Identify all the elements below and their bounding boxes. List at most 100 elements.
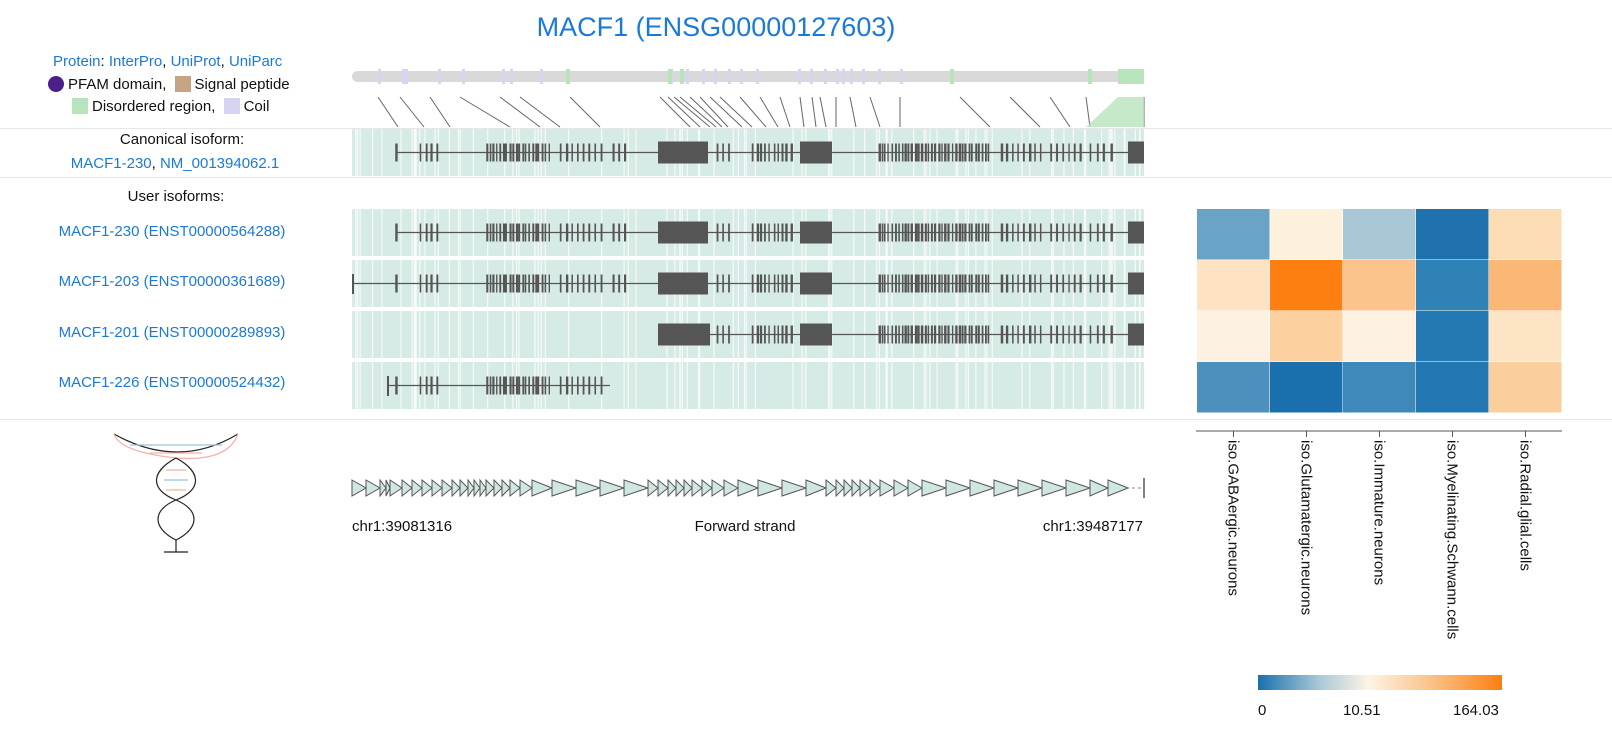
exon bbox=[881, 143, 884, 162]
expression-heatmap[interactable] bbox=[1197, 209, 1562, 413]
canonical-track[interactable] bbox=[352, 129, 1144, 176]
exon bbox=[1034, 143, 1036, 162]
strand-arrow-icon bbox=[531, 479, 554, 497]
exon bbox=[914, 274, 918, 293]
exon bbox=[565, 143, 569, 162]
exon bbox=[541, 143, 544, 162]
exon bbox=[910, 274, 913, 293]
exon bbox=[895, 223, 897, 242]
exon bbox=[768, 274, 770, 293]
exon bbox=[764, 274, 766, 293]
heatmap-column-label: iso.Myelinating.Schwann.cells bbox=[1443, 440, 1461, 640]
exon bbox=[728, 325, 730, 344]
exon bbox=[600, 143, 603, 162]
exon bbox=[716, 223, 719, 242]
exon bbox=[537, 143, 540, 162]
gene-title[interactable]: MACF1 (ENSG00000127603) bbox=[536, 12, 896, 42]
connector-line bbox=[719, 96, 753, 128]
exon bbox=[528, 274, 530, 293]
exon bbox=[751, 325, 754, 344]
exon bbox=[981, 274, 984, 293]
exon bbox=[515, 143, 519, 162]
exon bbox=[524, 223, 527, 242]
exon bbox=[958, 223, 962, 242]
track-stripe bbox=[601, 311, 603, 358]
track-stripe bbox=[886, 362, 888, 409]
strand-arrow-icon bbox=[869, 478, 881, 498]
exon bbox=[790, 325, 793, 344]
track-stripe bbox=[1124, 362, 1126, 409]
exon bbox=[924, 274, 927, 293]
exon bbox=[881, 325, 884, 344]
exon bbox=[658, 323, 710, 346]
strand-arrow-icon bbox=[683, 478, 693, 498]
exon bbox=[1022, 274, 1025, 293]
scale-label-max: 164.03 bbox=[1453, 702, 1499, 719]
track-stripe bbox=[732, 362, 734, 409]
exon bbox=[577, 376, 579, 395]
isoform-track-230[interactable] bbox=[352, 209, 1144, 256]
exon bbox=[917, 274, 920, 293]
exon bbox=[1039, 325, 1042, 344]
heatmap-cell bbox=[1197, 209, 1270, 260]
legend-pfam: PFAM domain, bbox=[68, 76, 167, 93]
track-stripe bbox=[984, 362, 986, 409]
track-stripe bbox=[356, 209, 359, 256]
strand-arrow-icon bbox=[825, 478, 837, 498]
connector-line bbox=[779, 96, 791, 128]
track-stripe bbox=[381, 129, 383, 176]
exon bbox=[1062, 143, 1065, 162]
track-stripe bbox=[885, 362, 887, 409]
uniprot-link[interactable]: UniProt bbox=[170, 53, 221, 70]
exon bbox=[907, 143, 910, 162]
strand-arrow-icon bbox=[805, 479, 828, 497]
exon bbox=[436, 274, 439, 293]
exon bbox=[907, 223, 910, 242]
connector-line bbox=[819, 96, 827, 128]
exon bbox=[910, 325, 913, 344]
strand-arrow-icon bbox=[647, 478, 659, 498]
exon bbox=[1110, 274, 1113, 293]
track-stripe bbox=[623, 311, 625, 358]
strand-arrow-icon bbox=[451, 478, 461, 498]
exon bbox=[887, 143, 889, 162]
exon bbox=[436, 223, 439, 242]
exon bbox=[1102, 325, 1105, 344]
exon bbox=[1050, 143, 1053, 162]
exon bbox=[658, 272, 708, 295]
exon bbox=[883, 274, 886, 293]
exon bbox=[975, 274, 978, 293]
canonical-transcript-link[interactable]: MACF1-230 bbox=[70, 155, 152, 172]
isoform-link-203[interactable]: MACF1-203 (ENST00000361689) bbox=[58, 273, 286, 290]
isoform-track-226[interactable] bbox=[352, 362, 1144, 409]
coil-swatch-icon bbox=[223, 98, 240, 114]
track-stripe bbox=[544, 311, 546, 358]
connector-line bbox=[709, 96, 743, 128]
exon bbox=[907, 325, 910, 344]
exon bbox=[781, 325, 784, 344]
exon bbox=[975, 223, 978, 242]
strand-arrow-icon bbox=[893, 479, 910, 497]
uniparc-link[interactable]: UniParc bbox=[228, 53, 283, 70]
exon bbox=[898, 223, 900, 242]
isoform-link-201[interactable]: MACF1-201 (ENST00000289893) bbox=[58, 324, 286, 341]
protein-bar[interactable] bbox=[352, 71, 1144, 82]
exon bbox=[975, 143, 978, 162]
isoform-link-226[interactable]: MACF1-226 (ENST00000524432) bbox=[58, 374, 286, 391]
isoform-track-203[interactable] bbox=[352, 260, 1144, 307]
legend-signal: Signal peptide bbox=[194, 76, 290, 93]
exon bbox=[764, 223, 766, 242]
track-stripe bbox=[878, 362, 880, 409]
track-stripe bbox=[965, 362, 967, 409]
exon bbox=[496, 274, 498, 293]
isoform-track-201[interactable] bbox=[352, 311, 1144, 358]
legend-coil: Coil bbox=[243, 98, 270, 115]
track-stripe bbox=[424, 311, 426, 358]
canonical-refseq-link[interactable]: NM_001394062.1 bbox=[159, 155, 280, 172]
coil-feature bbox=[740, 69, 743, 84]
interpro-link[interactable]: InterPro bbox=[108, 53, 163, 70]
isoform-link-230[interactable]: MACF1-230 (ENST00000564288) bbox=[58, 223, 286, 240]
exon bbox=[544, 223, 547, 242]
track-stripe bbox=[355, 129, 357, 176]
track-stripe bbox=[635, 311, 637, 358]
